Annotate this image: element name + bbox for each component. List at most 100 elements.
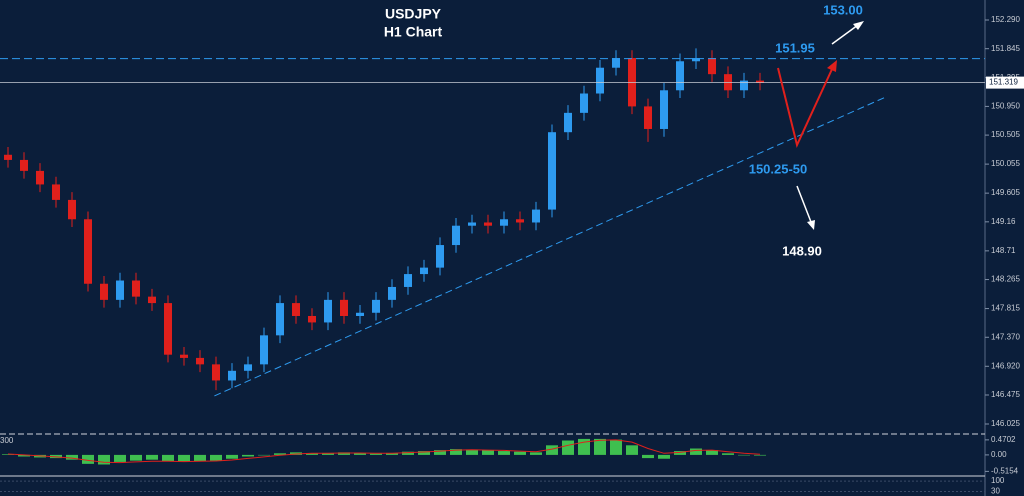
y-tick-label: 146.920 (991, 361, 1020, 370)
candle-body (452, 225, 460, 246)
histogram-bar (738, 454, 750, 456)
candle-body (740, 80, 748, 91)
candle-body (148, 296, 156, 304)
y-tick-label: 146.475 (991, 390, 1020, 399)
candle-body (644, 106, 652, 129)
candle-body (4, 154, 12, 160)
y-tick-label: 150.950 (991, 102, 1020, 111)
signal-line (7, 439, 761, 464)
histogram-bar (386, 452, 398, 455)
y-tick-label: 152.290 (991, 15, 1020, 24)
y-tick-label: 30 (991, 487, 1000, 496)
histogram-bar (66, 454, 78, 460)
candle-body (228, 370, 236, 381)
histogram-bar (18, 454, 30, 457)
histogram-bar (178, 454, 190, 462)
histogram-bar (242, 454, 254, 457)
histogram-bar (626, 445, 638, 455)
candle-body (612, 58, 620, 68)
histogram-bar (2, 454, 14, 455)
histogram-bar (754, 454, 766, 456)
histogram-bar (370, 453, 382, 455)
candle-body (68, 199, 76, 220)
histogram-bar (98, 454, 110, 465)
candle-body (516, 219, 524, 223)
histogram-bar (274, 453, 286, 455)
histogram-bar (434, 450, 446, 455)
y-tick-label: 146.025 (991, 419, 1020, 428)
histogram-bar (82, 454, 94, 464)
annotation: 151.95 (775, 40, 815, 55)
y-tick-label: 0.00 (991, 450, 1007, 459)
candle-body (308, 315, 316, 323)
candle-body (532, 209, 540, 223)
candle-body (596, 67, 604, 94)
histogram-bar (130, 454, 142, 461)
candle-body (564, 112, 572, 133)
candle-body (276, 303, 284, 336)
histogram-bar (498, 451, 510, 455)
candle-body (548, 132, 556, 210)
candle-body (180, 354, 188, 358)
candle-body (340, 299, 348, 316)
candle-body (196, 357, 204, 365)
y-tick-label: 151.845 (991, 44, 1020, 53)
y-tick-label: 147.815 (991, 304, 1020, 313)
histogram-bar (562, 440, 574, 455)
candle-body (708, 58, 716, 75)
annotation: 153.00 (823, 2, 863, 17)
candle-body (260, 335, 268, 365)
candle-body (500, 219, 508, 226)
projection-arrows (777, 21, 864, 230)
histogram-bar (482, 450, 494, 455)
indicator-label: 300 (0, 436, 14, 445)
chart-title: USDJPY (385, 6, 442, 22)
histogram-bar (658, 454, 670, 459)
y-tick-label: 100 (991, 476, 1005, 485)
y-tick-label: -0.5154 (991, 466, 1019, 475)
candle-body (692, 58, 700, 62)
histogram-bar (722, 453, 734, 455)
candle-body (116, 280, 124, 300)
histogram-bar (162, 454, 174, 462)
candle-body (84, 219, 92, 284)
annotation: 148.90 (782, 243, 822, 258)
histogram-bar (306, 453, 318, 455)
y-tick-label: 148.71 (991, 246, 1016, 255)
candle-body (292, 303, 300, 316)
histogram-bar (354, 453, 366, 455)
histogram-bar (450, 449, 462, 455)
current-price-box (986, 76, 1024, 89)
candle-body (404, 274, 412, 287)
candle-body (52, 184, 60, 200)
histogram-bar (530, 452, 542, 455)
histogram-bar (706, 450, 718, 455)
y-tick-label: 0.4702 (991, 435, 1016, 444)
candle-body (436, 245, 444, 268)
candle-body (660, 90, 668, 129)
histogram-bar (146, 454, 158, 460)
candle-body (388, 286, 396, 300)
current-price-label: 151.319 (989, 78, 1018, 87)
histogram-bar (418, 451, 430, 455)
histogram-bar (610, 439, 622, 455)
histogram-bar (514, 451, 526, 455)
y-tick-label: 147.370 (991, 332, 1020, 341)
y-tick-label: 150.055 (991, 159, 1020, 168)
histogram-bar (338, 452, 350, 455)
candle-body (580, 93, 588, 113)
candle-body (244, 364, 252, 371)
candle-body (36, 170, 44, 185)
histogram-bar (642, 454, 654, 459)
y-tick-label: 150.505 (991, 130, 1020, 139)
candle-body (132, 280, 140, 297)
histogram-bar (226, 454, 238, 459)
histogram-bar (194, 454, 206, 462)
candle-body (212, 364, 220, 381)
histogram-bar (466, 449, 478, 455)
candle-body (420, 267, 428, 275)
histogram-bar (322, 452, 334, 455)
trendline (214, 96, 887, 397)
